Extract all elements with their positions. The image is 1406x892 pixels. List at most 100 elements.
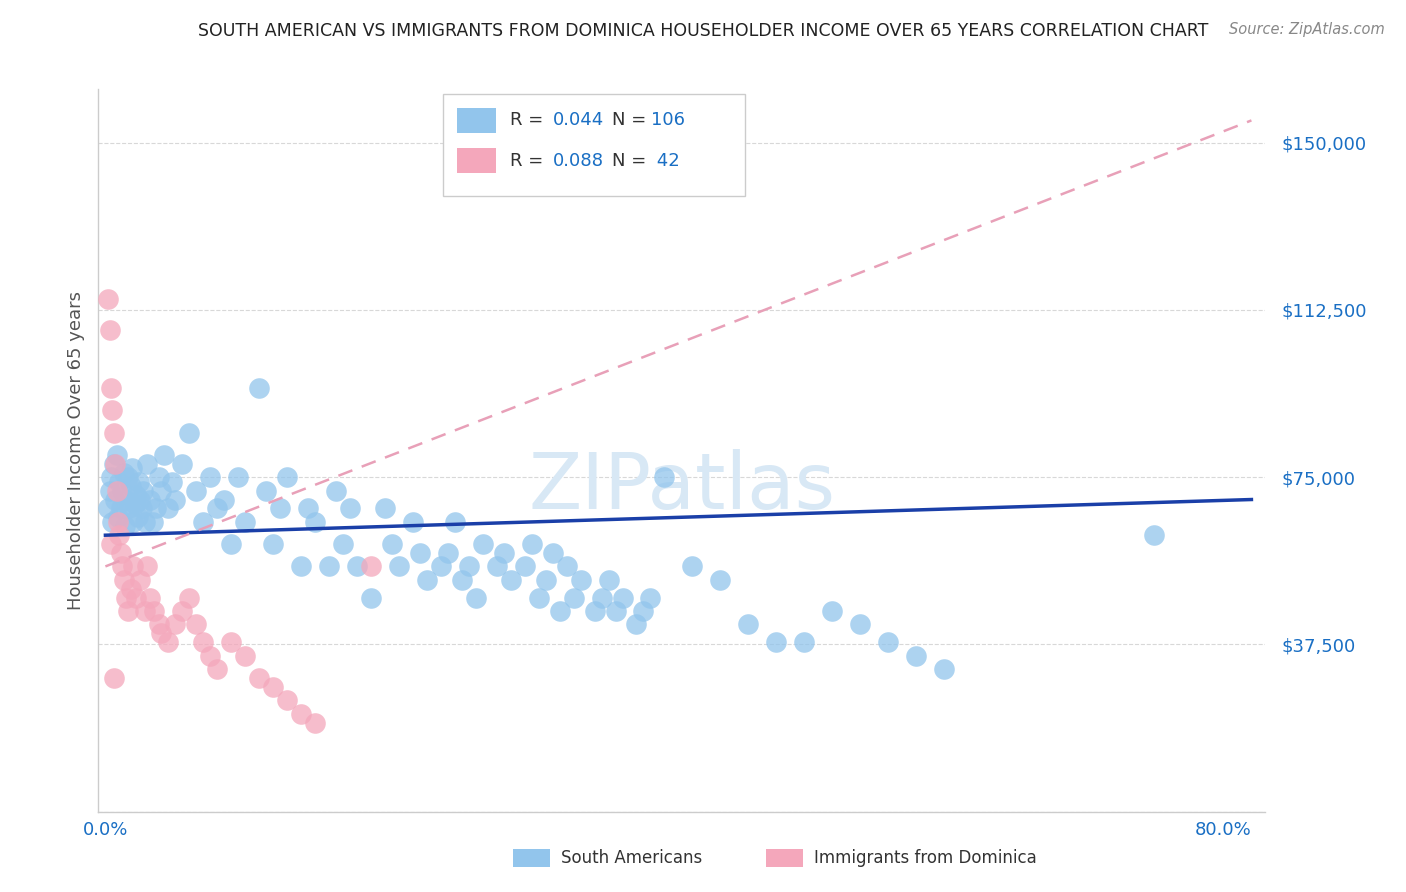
Point xyxy=(127,510,149,524)
Point xyxy=(186,617,208,632)
Point xyxy=(143,604,166,618)
Point xyxy=(262,680,284,694)
Point xyxy=(108,528,131,542)
Point xyxy=(101,515,124,529)
Point xyxy=(121,461,143,475)
Point xyxy=(100,381,122,395)
Point xyxy=(134,515,156,529)
Point xyxy=(247,671,270,685)
Point xyxy=(205,501,228,516)
Point xyxy=(112,573,135,587)
Point xyxy=(904,648,927,663)
Point xyxy=(416,573,439,587)
Point xyxy=(165,617,187,632)
Point xyxy=(115,591,138,605)
Text: Immigrants from Dominica: Immigrants from Dominica xyxy=(814,849,1036,867)
Point xyxy=(304,715,326,730)
Point xyxy=(527,591,550,605)
Point xyxy=(193,635,215,649)
Point xyxy=(332,537,354,551)
Y-axis label: Householder Income Over 65 years: Householder Income Over 65 years xyxy=(66,291,84,610)
Point xyxy=(114,519,136,533)
Text: R =: R = xyxy=(510,112,550,129)
Point xyxy=(179,591,201,605)
Point xyxy=(139,492,162,507)
Text: N =: N = xyxy=(612,152,651,169)
Text: 42: 42 xyxy=(651,152,679,169)
Point xyxy=(205,662,228,676)
Point xyxy=(103,671,125,685)
Point xyxy=(128,475,150,489)
Point xyxy=(101,403,124,417)
Point xyxy=(513,559,536,574)
Point xyxy=(122,559,145,574)
Point xyxy=(165,492,187,507)
Point xyxy=(148,470,170,484)
Point xyxy=(97,501,120,516)
Point xyxy=(186,483,208,498)
Point xyxy=(103,457,125,471)
Point xyxy=(1142,528,1164,542)
Point xyxy=(103,425,125,440)
Point xyxy=(450,573,472,587)
Point xyxy=(276,470,298,484)
Text: ZIPatlas: ZIPatlas xyxy=(529,449,835,524)
Point xyxy=(233,648,256,663)
Point xyxy=(125,591,148,605)
Point xyxy=(633,604,655,618)
Point xyxy=(233,515,256,529)
Point xyxy=(120,479,142,493)
Text: Source: ZipAtlas.com: Source: ZipAtlas.com xyxy=(1229,22,1385,37)
Point xyxy=(100,470,122,484)
Point xyxy=(172,604,194,618)
Point xyxy=(200,648,222,663)
Point xyxy=(157,501,180,516)
Point xyxy=(464,591,486,605)
Point xyxy=(737,617,759,632)
Point xyxy=(162,475,184,489)
Text: South Americans: South Americans xyxy=(561,849,702,867)
Point xyxy=(626,617,648,632)
Point xyxy=(534,573,557,587)
Point xyxy=(110,501,132,516)
Point xyxy=(157,635,180,649)
Point xyxy=(98,483,121,498)
Point xyxy=(104,492,127,507)
Text: 106: 106 xyxy=(651,112,685,129)
Point xyxy=(112,466,135,480)
Point xyxy=(142,515,165,529)
Point xyxy=(200,470,222,484)
Point xyxy=(793,635,815,649)
Point xyxy=(150,483,173,498)
Point xyxy=(136,457,159,471)
Point xyxy=(548,604,571,618)
Point xyxy=(304,515,326,529)
Point xyxy=(605,604,627,618)
Point xyxy=(98,323,121,337)
Point xyxy=(269,501,291,516)
Point xyxy=(100,537,122,551)
Point xyxy=(877,635,900,649)
Point xyxy=(640,591,662,605)
Point xyxy=(226,470,249,484)
Point xyxy=(409,546,432,560)
Point xyxy=(179,425,201,440)
Point xyxy=(374,501,396,516)
Point xyxy=(129,573,152,587)
Point xyxy=(485,559,508,574)
Point xyxy=(172,457,194,471)
Point xyxy=(520,537,543,551)
Point xyxy=(443,515,465,529)
Point xyxy=(145,501,167,516)
Point xyxy=(148,617,170,632)
Point xyxy=(117,470,139,484)
Point xyxy=(430,559,453,574)
Point xyxy=(117,604,139,618)
Point xyxy=(654,470,676,484)
Point xyxy=(129,492,152,507)
Point xyxy=(290,706,312,721)
Point xyxy=(276,693,298,707)
Point xyxy=(104,457,127,471)
Point xyxy=(598,573,620,587)
Point xyxy=(360,559,382,574)
